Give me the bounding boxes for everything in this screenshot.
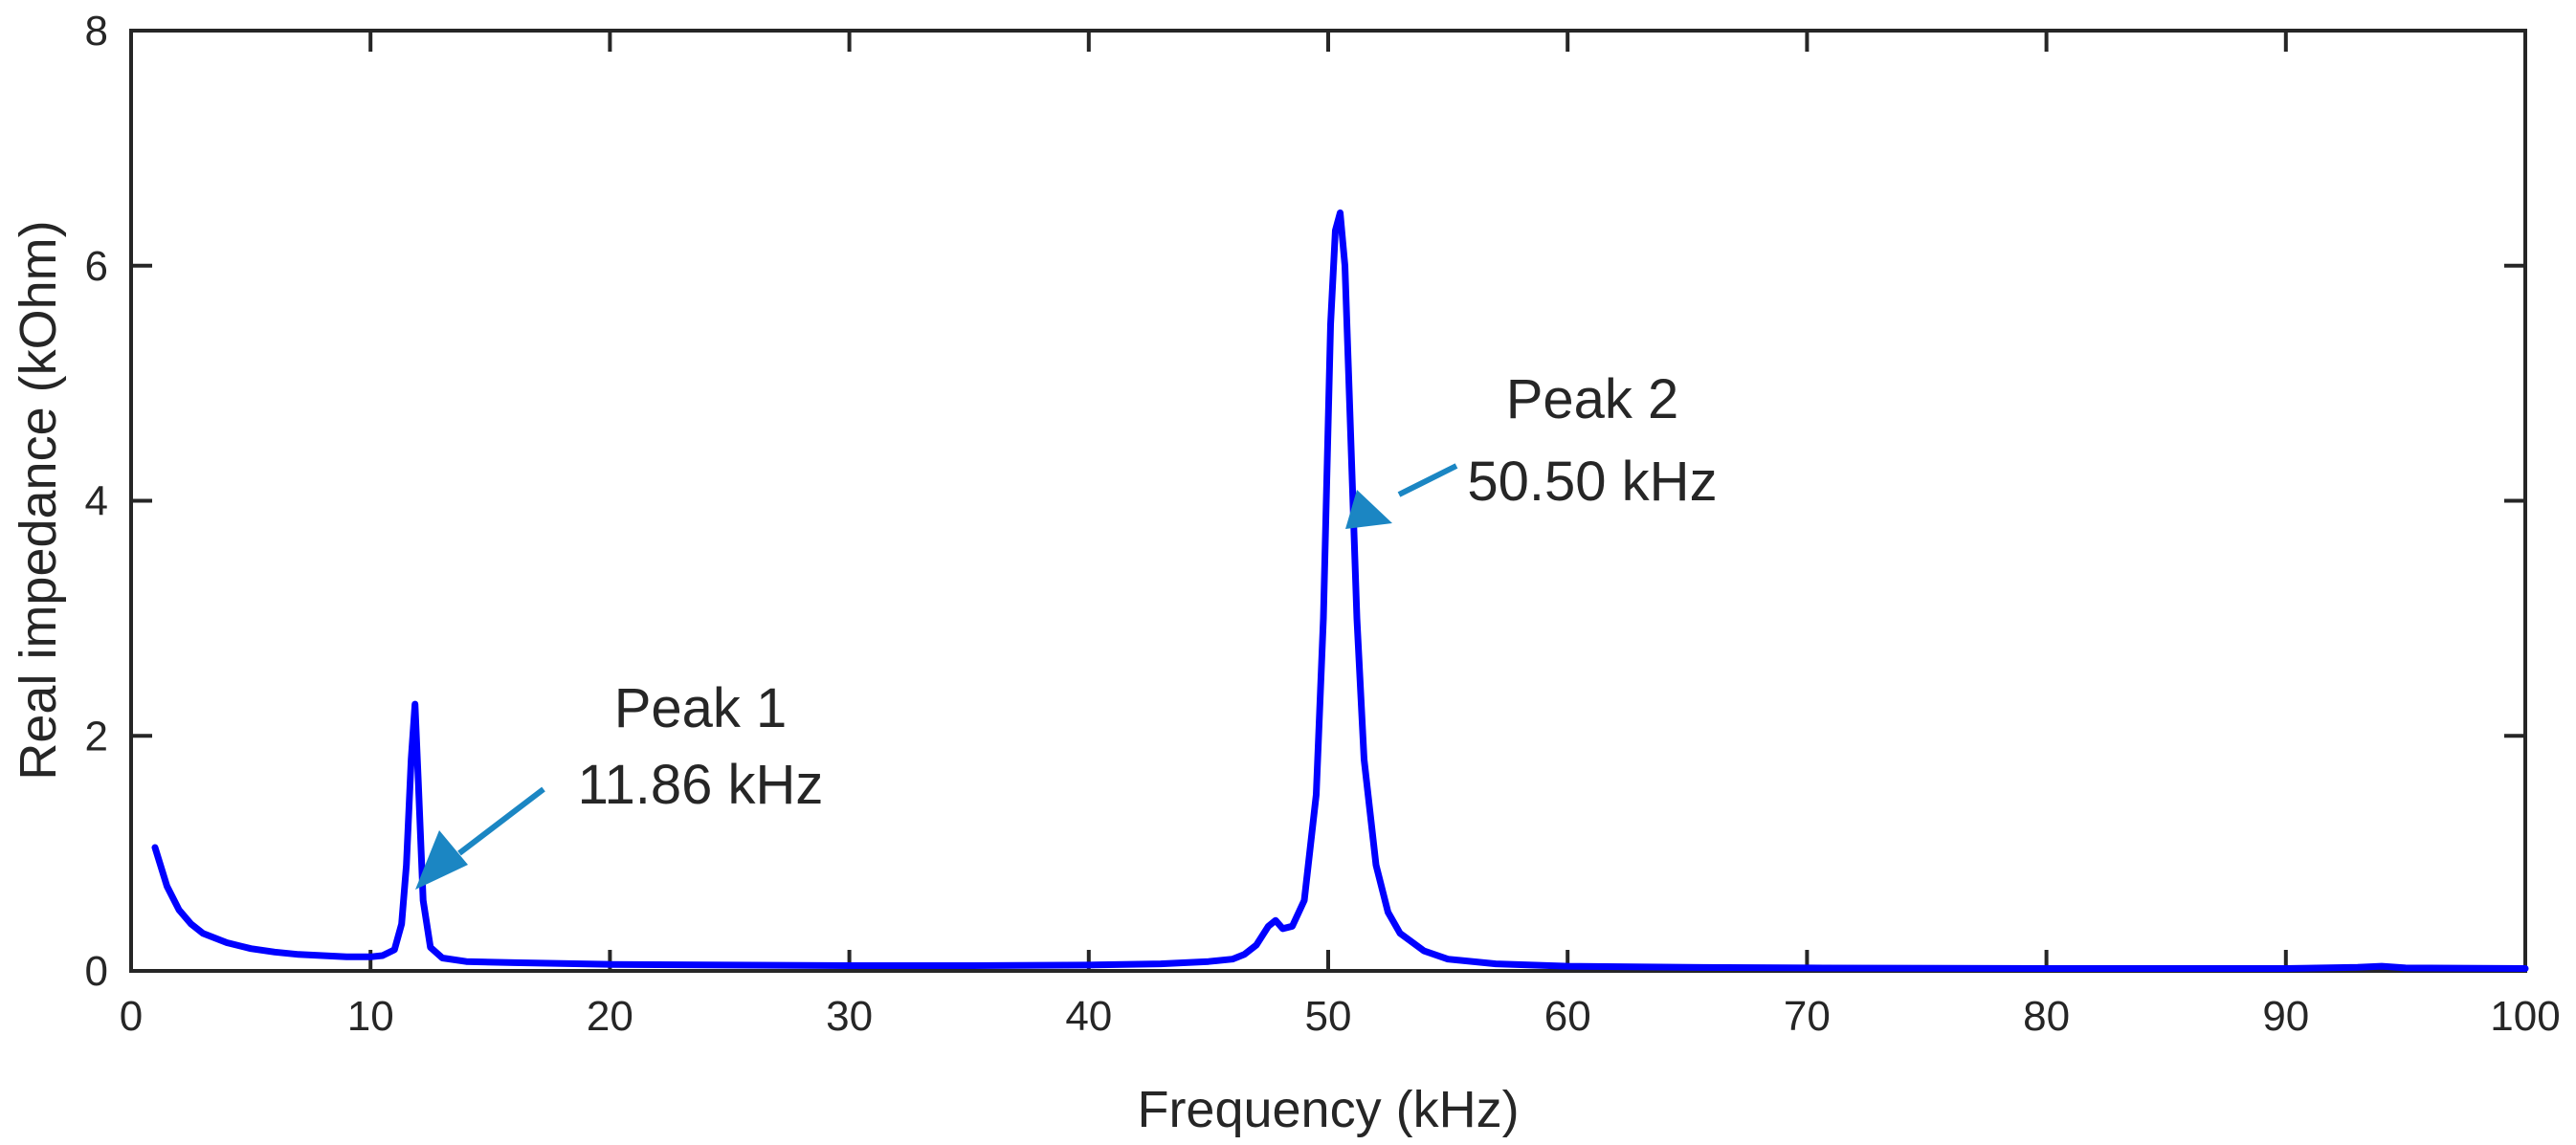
peak2-arrow-head — [1345, 490, 1392, 529]
x-tick-label: 70 — [1784, 993, 1831, 1040]
y-axis: 0 2 4 6 8 — [85, 8, 2525, 995]
y-axis-title: Real impedance (kOhm) — [10, 220, 67, 780]
x-tick-label: 50 — [1305, 993, 1352, 1040]
x-tick-label: 40 — [1065, 993, 1112, 1040]
x-tick-label: 0 — [120, 993, 143, 1040]
x-tick-label: 20 — [587, 993, 633, 1040]
y-tick-label: 8 — [85, 8, 108, 55]
annotations: Peak 1 11.86 kHz Peak 2 50.50 kHz — [415, 368, 1718, 890]
peak1-title: Peak 1 — [614, 677, 788, 739]
peak2-frequency: 50.50 kHz — [1467, 451, 1717, 513]
peak1-frequency: 11.86 kHz — [578, 754, 824, 816]
x-tick-label: 10 — [347, 993, 394, 1040]
peak1-arrow-head — [415, 830, 468, 890]
x-tick-label: 60 — [1544, 993, 1591, 1040]
series-group — [151, 209, 2529, 972]
x-tick-label: 30 — [826, 993, 873, 1040]
x-tick-label: 100 — [2490, 993, 2560, 1040]
x-tick-label: 80 — [2023, 993, 2070, 1040]
peak1-arrow-shaft — [457, 786, 545, 856]
peak2-arrow-shaft — [1397, 463, 1458, 497]
peak2-title: Peak 2 — [1506, 368, 1679, 430]
x-axis-title: Frequency (kHz) — [1137, 1081, 1519, 1138]
y-tick-label: 0 — [85, 948, 108, 995]
y-tick-label: 6 — [85, 243, 108, 290]
series-line — [151, 209, 2529, 972]
y-tick-label: 4 — [85, 478, 108, 525]
y-tick-label: 2 — [85, 713, 108, 760]
x-tick-label: 90 — [2262, 993, 2309, 1040]
